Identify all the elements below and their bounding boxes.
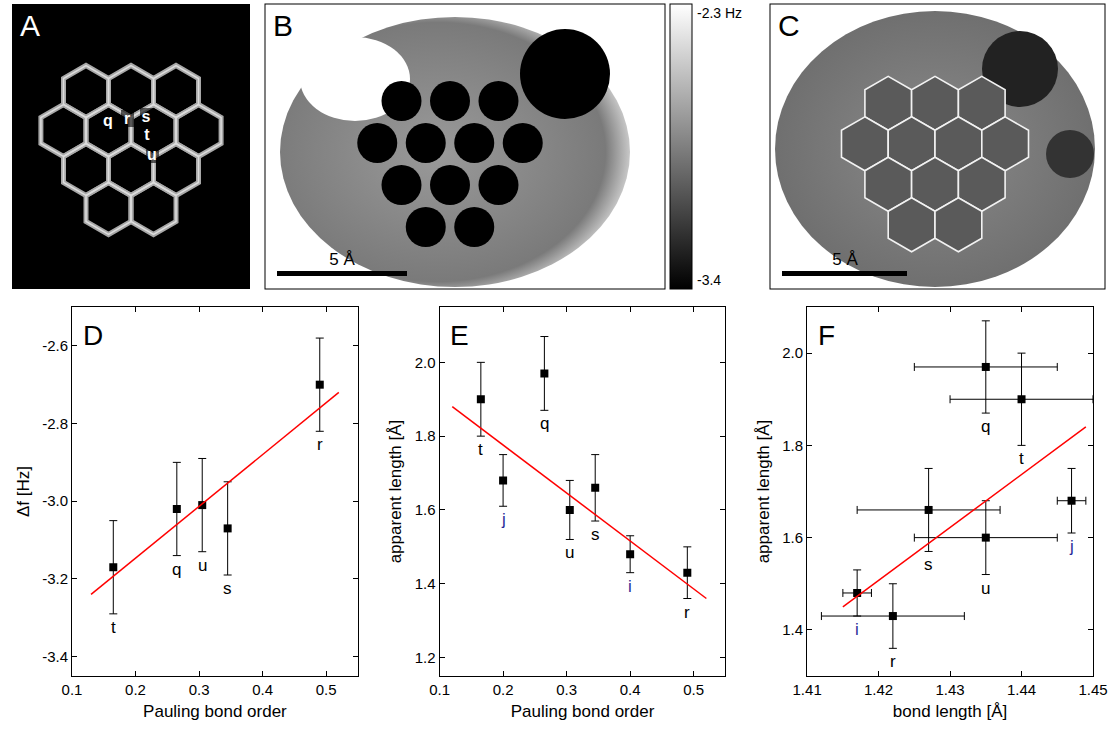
svg-text:t: t [478,440,483,459]
svg-text:j: j [501,510,506,529]
svg-text:r: r [684,603,690,622]
svg-text:0.1: 0.1 [62,681,83,698]
svg-text:u: u [981,579,990,598]
svg-text:t: t [144,126,150,143]
svg-text:s: s [924,555,933,574]
svg-text:0.1: 0.1 [429,681,450,698]
svg-text:D: D [83,320,103,351]
svg-text:r: r [317,435,323,454]
svg-text:B: B [273,9,293,42]
svg-text:A: A [20,9,40,42]
svg-text:s: s [142,108,151,125]
svg-text:E: E [450,320,469,351]
svg-text:-3.0: -3.0 [42,492,68,509]
svg-text:-2.8: -2.8 [42,415,68,432]
svg-text:1.4: 1.4 [782,621,803,638]
svg-text:Pauling bond order: Pauling bond order [511,702,655,721]
svg-text:0.5: 0.5 [316,681,337,698]
svg-text:-3.4: -3.4 [42,648,68,665]
svg-text:i: i [855,620,859,639]
svg-text:i: i [628,577,632,596]
svg-text:1.43: 1.43 [935,681,964,698]
svg-text:1.41: 1.41 [793,681,822,698]
svg-text:s: s [591,525,600,544]
svg-text:u: u [147,146,157,163]
svg-text:1.6: 1.6 [415,501,436,518]
svg-text:-3.2: -3.2 [42,570,68,587]
svg-text:q: q [540,414,549,433]
svg-text:1.2: 1.2 [415,649,436,666]
svg-text:1.42: 1.42 [864,681,893,698]
svg-text:t: t [1019,449,1024,468]
svg-text:u: u [565,543,574,562]
svg-text:2.0: 2.0 [782,344,803,361]
svg-text:bond length [Å]: bond length [Å] [893,702,1007,721]
svg-text:t: t [111,618,116,637]
svg-text:F: F [818,320,835,351]
svg-text:0.2: 0.2 [493,681,514,698]
svg-text:1.8: 1.8 [415,427,436,444]
svg-text:5 Å: 5 Å [832,250,858,269]
svg-text:apparent length [Å]: apparent length [Å] [386,420,405,564]
svg-text:-2.6: -2.6 [42,337,68,354]
svg-text:0.5: 0.5 [683,681,704,698]
svg-text:-3.4: -3.4 [697,272,721,288]
svg-text:r: r [124,110,130,127]
svg-text:u: u [198,556,207,575]
svg-text:1.6: 1.6 [782,529,803,546]
svg-text:Δf [Hz]: Δf [Hz] [14,466,33,517]
svg-text:s: s [223,579,232,598]
svg-text:1.8: 1.8 [782,437,803,454]
svg-text:1.44: 1.44 [1007,681,1036,698]
svg-text:Pauling bond order: Pauling bond order [143,702,287,721]
svg-text:-2.3 Hz: -2.3 Hz [697,5,742,21]
svg-text:0.2: 0.2 [125,681,146,698]
svg-text:2.0: 2.0 [415,354,436,371]
svg-text:0.3: 0.3 [556,681,577,698]
svg-text:1.4: 1.4 [415,575,436,592]
svg-text:5 Å: 5 Å [329,250,355,269]
svg-text:1.45: 1.45 [1078,681,1107,698]
svg-text:C: C [778,9,800,42]
svg-text:0.4: 0.4 [252,681,273,698]
svg-text:0.4: 0.4 [620,681,641,698]
svg-text:apparent length [Å]: apparent length [Å] [754,420,773,564]
svg-text:q: q [172,560,181,579]
svg-text:q: q [981,417,990,436]
svg-text:j: j [1069,537,1074,556]
svg-text:0.3: 0.3 [189,681,210,698]
svg-text:r: r [890,652,896,671]
svg-text:q: q [103,112,113,129]
